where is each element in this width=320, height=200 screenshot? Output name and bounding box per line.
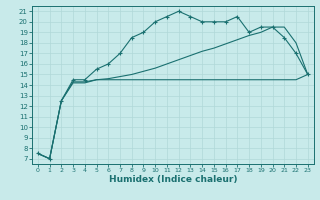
X-axis label: Humidex (Indice chaleur): Humidex (Indice chaleur)	[108, 175, 237, 184]
